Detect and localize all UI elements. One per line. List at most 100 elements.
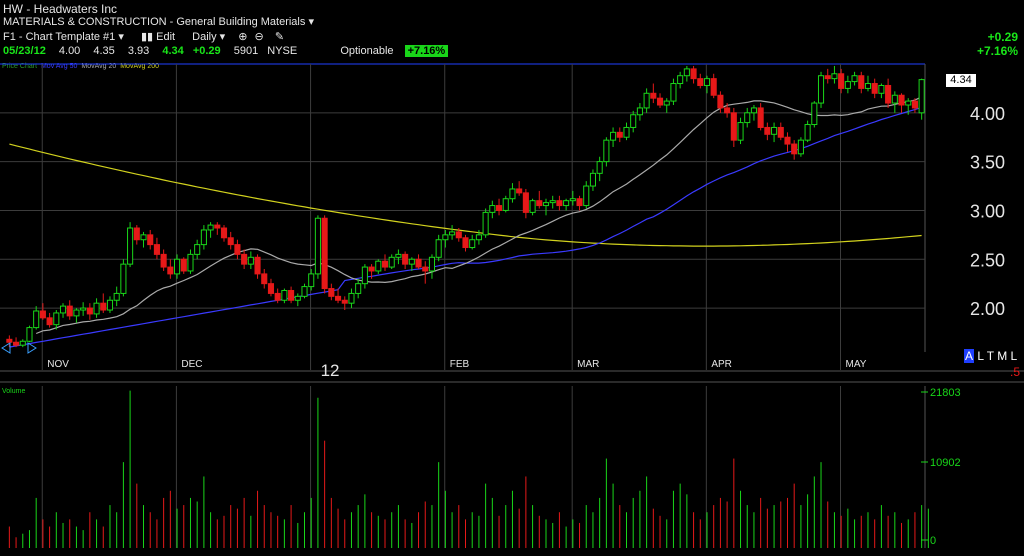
candle-body bbox=[542, 202, 550, 207]
candle-body bbox=[677, 75, 684, 85]
sector-label[interactable]: MATERIALS & CONSTRUCTION - General Build… bbox=[3, 15, 314, 28]
candle-body bbox=[227, 237, 234, 246]
candle-body bbox=[113, 292, 120, 301]
candle-body bbox=[858, 75, 865, 89]
candle-body bbox=[59, 305, 67, 314]
candle-body bbox=[784, 136, 791, 145]
candle-body bbox=[348, 292, 355, 304]
view-all-button[interactable]: A bbox=[964, 349, 975, 363]
period-dropdown[interactable]: Daily ▾ bbox=[192, 31, 225, 43]
candle-body bbox=[838, 73, 845, 89]
candle-body bbox=[13, 341, 20, 346]
candle-body bbox=[301, 286, 308, 297]
window-title: HW - Headwaters Inc bbox=[3, 2, 118, 16]
candle-body bbox=[482, 211, 489, 236]
candle-body bbox=[381, 260, 389, 268]
candle-body bbox=[502, 198, 509, 211]
candle-body bbox=[180, 258, 187, 272]
scroll-left-icon bbox=[1, 342, 11, 354]
candle-body bbox=[274, 292, 281, 301]
template-label: F1 - Chart Template #1 bbox=[3, 31, 116, 43]
candle-body bbox=[777, 126, 784, 138]
edit-button[interactable]: Edit bbox=[156, 31, 176, 43]
candle-body bbox=[650, 92, 657, 99]
quote-low: 3.93 bbox=[127, 45, 150, 57]
view-l2-button[interactable]: L bbox=[1010, 349, 1018, 363]
pencil-icon[interactable]: ✎ bbox=[274, 31, 285, 43]
candle-body bbox=[39, 310, 46, 319]
quote-row: 05/23/12 4.00 4.35 3.93 4.34 +0.29 5901 … bbox=[3, 45, 449, 57]
candle-body bbox=[630, 114, 637, 128]
candle-body bbox=[321, 217, 328, 290]
candle-body bbox=[19, 340, 26, 346]
chevron-down-icon: ▾ bbox=[219, 31, 226, 43]
candle-body bbox=[831, 73, 838, 80]
candle-body bbox=[53, 312, 60, 326]
quote-volume: 5901 bbox=[233, 45, 259, 57]
candle-body bbox=[294, 295, 301, 301]
candle-body bbox=[737, 122, 744, 141]
candle-body bbox=[428, 256, 436, 272]
zoom-in-icon[interactable]: ⊕ bbox=[238, 31, 248, 43]
candle-body bbox=[663, 100, 670, 106]
candle-body bbox=[174, 258, 181, 275]
scale-label: .5 bbox=[1010, 365, 1021, 379]
view-t-button[interactable]: T bbox=[986, 349, 994, 363]
candle-body bbox=[408, 258, 415, 265]
candle-body bbox=[66, 305, 73, 317]
candle-body bbox=[241, 253, 248, 265]
candle-body bbox=[489, 205, 496, 213]
candle-body bbox=[817, 75, 825, 104]
candle-body bbox=[824, 75, 831, 80]
view-m-button[interactable]: M bbox=[997, 349, 1008, 363]
candle-body bbox=[576, 198, 583, 207]
candle-body bbox=[46, 317, 53, 326]
candle-body bbox=[844, 81, 851, 89]
scroll-right-icon bbox=[27, 342, 37, 354]
candle-body bbox=[361, 266, 368, 285]
ma20-line bbox=[35, 96, 922, 335]
candle-body bbox=[871, 83, 878, 94]
candle-body bbox=[764, 126, 771, 135]
x-tick-label: 12 bbox=[321, 361, 340, 380]
candle-body bbox=[247, 256, 254, 265]
candle-body bbox=[368, 266, 375, 272]
candle-body bbox=[717, 94, 724, 109]
candle-body bbox=[475, 234, 482, 241]
candle-body bbox=[636, 107, 643, 116]
view-controls: A L T M L bbox=[964, 349, 1017, 363]
chevron-down-icon: ▾ bbox=[118, 31, 124, 43]
candle-body bbox=[610, 131, 617, 141]
x-tick-label: MAY bbox=[846, 359, 867, 370]
candle-body bbox=[435, 239, 442, 258]
candle-body bbox=[214, 224, 221, 229]
zoom-out-icon[interactable]: ⊖ bbox=[254, 31, 264, 43]
bar-chart-icon[interactable]: ▮▮ bbox=[140, 31, 154, 43]
legend-ma20: MovAvg 20 bbox=[81, 63, 117, 70]
candle-body bbox=[563, 200, 570, 207]
candle-body bbox=[603, 139, 610, 163]
candle-body bbox=[724, 107, 731, 114]
x-tick-label: APR bbox=[711, 359, 732, 370]
candle-body bbox=[522, 192, 529, 213]
candle-body bbox=[797, 139, 804, 155]
candle-body bbox=[127, 227, 134, 265]
y-tick-label: 4.00 bbox=[970, 104, 1005, 124]
candle-body bbox=[804, 124, 811, 141]
legend-ma50: Mov Avg 50 bbox=[40, 63, 78, 70]
candle-body bbox=[26, 327, 33, 342]
candle-body bbox=[697, 78, 704, 86]
candle-body bbox=[187, 253, 194, 272]
x-tick-label: NOV bbox=[47, 359, 69, 370]
candle-body bbox=[730, 112, 737, 141]
view-l-button[interactable]: L bbox=[977, 349, 984, 363]
candle-body bbox=[341, 299, 348, 304]
candle-body bbox=[422, 266, 429, 272]
template-dropdown[interactable]: F1 - Chart Template #1 ▾ bbox=[3, 31, 124, 43]
last-price-marker: 4.34 bbox=[946, 74, 976, 87]
candle-body bbox=[462, 237, 469, 249]
candle-body bbox=[6, 338, 13, 343]
candle-body bbox=[683, 68, 690, 77]
